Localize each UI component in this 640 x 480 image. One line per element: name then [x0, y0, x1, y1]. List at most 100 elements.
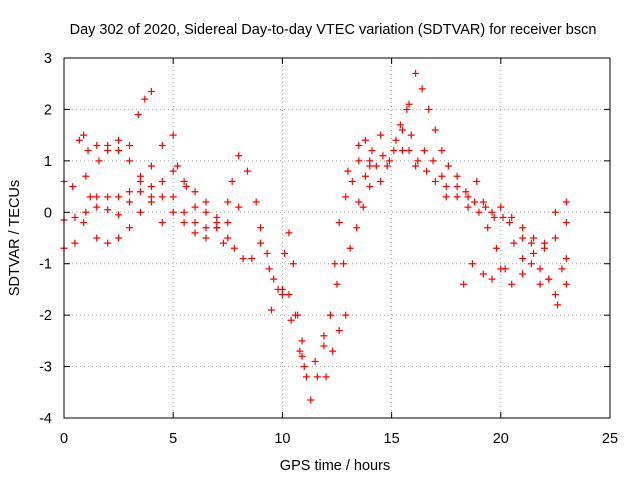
data-point: [257, 239, 265, 247]
data-point: [442, 193, 450, 201]
data-point: [396, 121, 404, 129]
data-point: [248, 255, 256, 263]
series-track-13: [399, 69, 514, 227]
data-point: [213, 224, 221, 232]
data-point: [115, 136, 123, 144]
series-track-10: [322, 311, 350, 381]
data-point: [385, 157, 393, 165]
data-point: [84, 147, 92, 155]
data-point: [285, 229, 293, 237]
data-point: [257, 224, 265, 232]
data-point: [453, 193, 461, 201]
x-tick-label: 15: [384, 431, 400, 447]
data-point: [551, 291, 559, 299]
data-point: [519, 234, 527, 242]
data-point: [136, 208, 144, 216]
series-track-12: [344, 126, 446, 185]
data-point: [405, 147, 413, 155]
data-point: [270, 275, 278, 283]
data-point: [331, 260, 339, 268]
data-point: [510, 239, 518, 247]
data-point: [285, 291, 293, 299]
data-point: [287, 316, 295, 324]
data-point: [252, 198, 260, 206]
data-point: [562, 219, 570, 227]
series-track-9: [311, 152, 387, 365]
data-point: [267, 306, 275, 314]
data-point: [545, 275, 553, 283]
data-point: [344, 167, 352, 175]
data-point: [444, 162, 452, 170]
data-point: [482, 203, 490, 211]
data-point: [224, 219, 232, 227]
series-track-5: [93, 167, 238, 252]
data-point: [115, 193, 123, 201]
data-point: [399, 126, 407, 134]
data-point: [379, 152, 387, 160]
data-point: [228, 177, 236, 185]
data-point: [562, 198, 570, 206]
data-point: [335, 219, 343, 227]
y-tick-label: -2: [39, 308, 52, 324]
data-point: [213, 213, 221, 221]
data-point: [355, 198, 363, 206]
data-point: [115, 211, 123, 219]
data-point: [174, 162, 182, 170]
y-axis-label: SDTVAR / TECUs: [7, 180, 23, 296]
data-point: [479, 270, 487, 278]
data-point: [497, 203, 505, 211]
data-point: [420, 147, 428, 155]
data-point: [506, 219, 514, 227]
data-point: [126, 188, 134, 196]
data-point: [278, 285, 286, 293]
data-point: [219, 239, 227, 247]
data-point: [224, 198, 232, 206]
data-point: [464, 203, 472, 211]
data-point: [372, 162, 380, 170]
data-point: [320, 332, 328, 340]
data-point: [86, 193, 94, 201]
data-point: [355, 157, 363, 165]
data-point: [488, 275, 496, 283]
data-point: [104, 193, 112, 201]
data-point: [158, 219, 166, 227]
data-point: [429, 157, 437, 165]
data-point: [180, 219, 188, 227]
data-point: [342, 311, 350, 319]
data-point: [93, 234, 101, 242]
data-point: [530, 234, 538, 242]
series-track-14: [442, 177, 570, 252]
series-track-11: [355, 105, 483, 216]
data-point: [438, 147, 446, 155]
data-point: [562, 280, 570, 288]
data-point: [390, 147, 398, 155]
data-point: [359, 203, 367, 211]
data-point: [468, 260, 476, 268]
data-point: [134, 111, 142, 119]
data-point: [414, 157, 422, 165]
data-point: [104, 239, 112, 247]
data-point: [490, 213, 498, 221]
data-point: [136, 177, 144, 185]
data-point: [147, 162, 155, 170]
data-point: [93, 193, 101, 201]
data-point: [403, 105, 411, 113]
data-point: [442, 183, 450, 191]
data-point: [265, 265, 273, 273]
data-point: [115, 147, 123, 155]
data-point: [558, 265, 566, 273]
data-point: [320, 342, 328, 350]
y-tick-label: -1: [39, 257, 52, 273]
data-point: [296, 347, 304, 355]
data-point: [126, 224, 134, 232]
data-point: [180, 208, 188, 216]
data-point: [342, 193, 350, 201]
data-point: [536, 280, 544, 288]
data-point: [141, 95, 149, 103]
x-axis-label: GPS time / hours: [280, 458, 390, 474]
series-track-2: [60, 141, 243, 252]
data-point: [464, 193, 472, 201]
data-point: [104, 141, 112, 149]
plot-frame: [63, 57, 611, 419]
data-point: [554, 301, 562, 309]
